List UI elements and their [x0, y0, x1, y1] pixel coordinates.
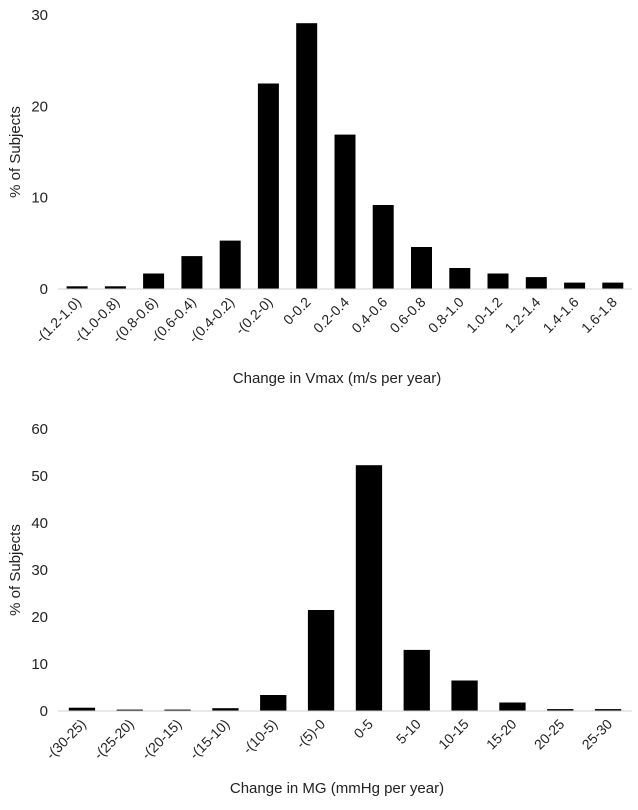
- bar: [411, 247, 432, 289]
- x-tick-label: -(5)-0: [293, 716, 329, 752]
- x-tick-label: 0.4-0.6: [348, 294, 390, 336]
- y-tick-label: 40: [31, 515, 48, 532]
- bar: [66, 286, 88, 289]
- bar: [564, 282, 586, 289]
- x-axis-title: Change in Vmax (m/s per year): [233, 370, 441, 387]
- y-axis-title: % of Subjects: [7, 524, 24, 616]
- x-tick-label: 5-10: [393, 716, 424, 747]
- x-tick-label: -(0.2-0): [232, 294, 276, 338]
- bar: [372, 205, 394, 289]
- y-tick-label: 30: [31, 7, 48, 24]
- y-tick-label: 0: [40, 703, 48, 720]
- bar: [451, 680, 478, 711]
- y-tick-label: 0: [40, 281, 48, 298]
- x-tick-label: 1.2-1.4: [501, 294, 543, 336]
- x-tick-label: 0.8-1.0: [425, 294, 467, 336]
- bar: [355, 465, 383, 711]
- bar: [449, 268, 471, 289]
- chart-vmax: 0102030-(1.2-1.0)-(1.0-0.8)-(0.8-0.6)-(0…: [7, 7, 632, 387]
- bar: [403, 649, 430, 711]
- y-tick-label: 20: [31, 609, 48, 626]
- x-tick-label: 10-15: [435, 716, 472, 753]
- x-tick-label: 0.2-0.4: [310, 294, 352, 336]
- bar: [296, 23, 318, 289]
- bar: [547, 709, 574, 711]
- bar: [212, 708, 239, 711]
- bar: [260, 695, 287, 711]
- x-tick-label: 20-25: [531, 716, 568, 753]
- bar: [181, 256, 203, 289]
- bar: [499, 702, 526, 711]
- bar: [334, 134, 356, 289]
- bar: [307, 610, 335, 711]
- bar: [525, 277, 547, 289]
- y-tick-label: 60: [31, 421, 48, 438]
- x-tick-label: -(10-5): [239, 716, 280, 757]
- x-tick-label: -(15-10): [186, 716, 233, 763]
- bar: [104, 286, 126, 289]
- x-tick-label: 0-5: [350, 716, 376, 742]
- y-tick-label: 30: [31, 562, 48, 579]
- bar: [219, 240, 241, 289]
- x-tick-label: -(30-25): [42, 716, 89, 763]
- y-tick-label: 10: [31, 656, 48, 673]
- bar: [116, 709, 143, 711]
- bar: [257, 83, 279, 289]
- x-tick-label: -(25-20): [90, 716, 137, 763]
- x-tick-label: 0.6-0.8: [386, 294, 428, 336]
- y-tick-label: 50: [31, 468, 48, 485]
- y-axis-title: % of Subjects: [7, 106, 24, 198]
- x-tick-label: 15-20: [483, 716, 520, 753]
- bar: [143, 273, 165, 289]
- bar: [487, 273, 509, 289]
- y-tick-label: 20: [31, 98, 48, 115]
- x-axis-title: Change in MG (mmHg per year): [230, 780, 444, 797]
- bar: [594, 709, 622, 711]
- bar: [602, 282, 624, 289]
- x-tick-label: 25-30: [579, 716, 616, 753]
- bar: [68, 707, 96, 711]
- x-tick-label: 1.4-1.6: [540, 294, 582, 336]
- x-tick-label: 1.0-1.2: [463, 294, 505, 336]
- bar: [164, 709, 191, 711]
- x-tick-label: 0-0.2: [280, 294, 314, 328]
- x-tick-label: 1.6-1.8: [578, 294, 620, 336]
- y-tick-label: 10: [31, 190, 48, 207]
- x-tick-label: -(20-15): [138, 716, 185, 763]
